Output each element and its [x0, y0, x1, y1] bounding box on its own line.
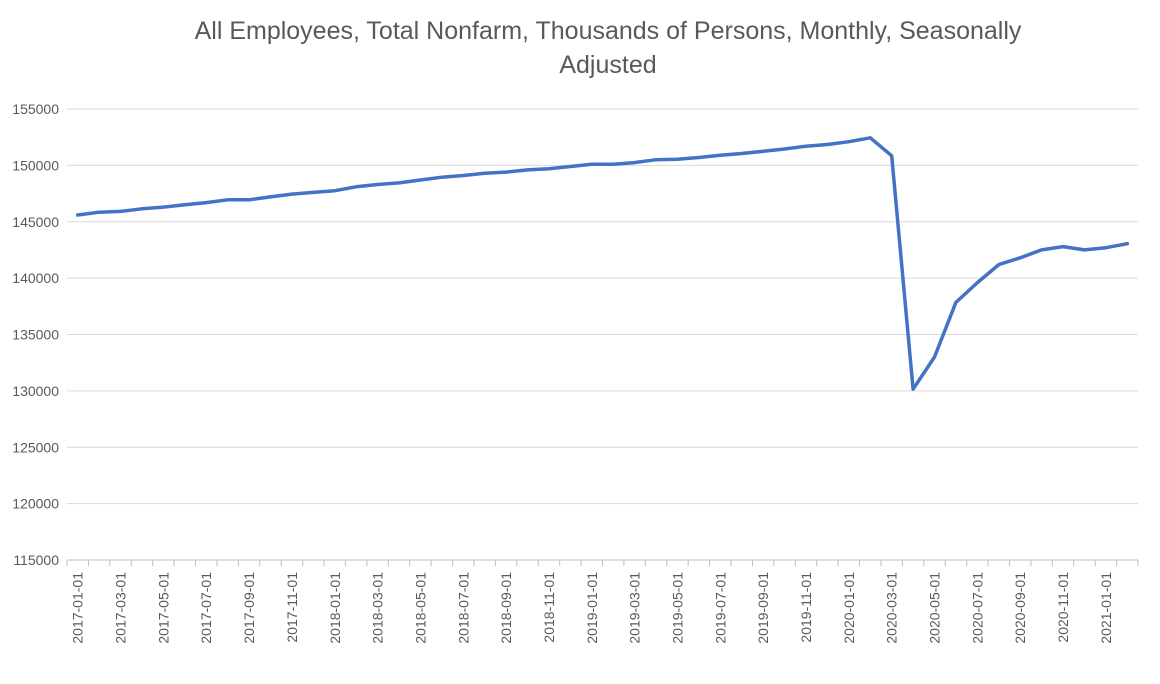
- x-tick-label: 2020-05-01: [927, 572, 943, 644]
- x-tick-label: 2018-05-01: [412, 572, 428, 644]
- x-tick-label: 2019-11-01: [798, 572, 814, 643]
- gridlines: [67, 108, 1138, 505]
- x-tick-label: 2017-01-01: [70, 572, 86, 644]
- x-tick-label: 2017-09-01: [241, 572, 257, 644]
- y-tick-label: 140000: [12, 270, 59, 286]
- x-tick-label: 2019-01-01: [584, 572, 600, 644]
- x-tick-label: 2020-03-01: [884, 572, 900, 644]
- x-tick-label: 2018-07-01: [455, 572, 471, 644]
- y-tick-label: 120000: [12, 496, 59, 512]
- x-tick-label: 2017-05-01: [155, 572, 171, 644]
- y-tick-label: 145000: [12, 214, 59, 230]
- chart-title: All Employees, Total Nonfarm, Thousands …: [194, 17, 1022, 79]
- series-layer: [75, 136, 1130, 391]
- y-axis-tick-labels: 115000 120000 125000 130000 135000 140000 1450…: [12, 101, 59, 568]
- x-tick-label: 2018-11-01: [541, 572, 557, 643]
- x-axis: [66, 559, 1139, 566]
- x-tick-label: 2017-11-01: [284, 572, 300, 643]
- x-tick-label: 2017-03-01: [113, 572, 129, 644]
- x-tick-label: 2020-11-01: [1055, 572, 1071, 643]
- x-axis-tick-labels: 2017-01-01 2017-03-01 2017-05-01 2017-07-01…: [70, 572, 1114, 644]
- x-tick-label: 2019-03-01: [627, 572, 643, 644]
- y-tick-label: 135000: [12, 327, 59, 343]
- series-line: [75, 136, 1130, 391]
- x-tick-label: 2019-09-01: [755, 572, 771, 644]
- x-tick-label: 2018-09-01: [498, 572, 514, 644]
- x-tick-label: 2019-07-01: [712, 572, 728, 644]
- x-tick-label: 2020-01-01: [841, 572, 857, 644]
- x-tick-label: 2018-01-01: [327, 572, 343, 644]
- x-tick-label: 2021-01-01: [1098, 572, 1114, 644]
- y-tick-label: 130000: [12, 383, 59, 399]
- y-tick-label: 115000: [13, 552, 59, 568]
- x-tick-label: 2020-09-01: [1012, 572, 1028, 644]
- x-tick-label: 2020-07-01: [969, 572, 985, 644]
- y-tick-label: 125000: [12, 439, 59, 455]
- y-tick-label: 150000: [12, 157, 59, 173]
- x-tick-label: 2017-07-01: [198, 572, 214, 644]
- x-tick-label: 2019-05-01: [669, 572, 685, 644]
- x-tick-label: 2018-03-01: [370, 572, 386, 644]
- y-tick-label: 155000: [12, 101, 59, 117]
